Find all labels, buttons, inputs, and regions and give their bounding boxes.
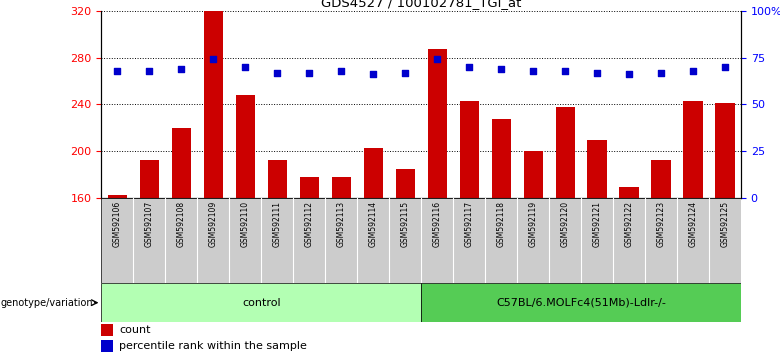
- Point: [144, 68, 156, 74]
- Bar: [421, 283, 741, 322]
- Text: genotype/variation: genotype/variation: [1, 298, 94, 308]
- Bar: [101, 283, 421, 322]
- Point: [591, 70, 604, 75]
- Point: [239, 64, 252, 70]
- Text: GSM592120: GSM592120: [561, 201, 569, 247]
- Text: GSM592113: GSM592113: [337, 201, 346, 247]
- Text: C57BL/6.MOLFc4(51Mb)-Ldlr-/-: C57BL/6.MOLFc4(51Mb)-Ldlr-/-: [496, 298, 666, 308]
- Bar: [236, 95, 255, 354]
- Bar: [683, 101, 703, 354]
- Point: [687, 68, 700, 74]
- Text: GSM592110: GSM592110: [241, 201, 250, 247]
- Point: [431, 57, 444, 62]
- Text: GSM592106: GSM592106: [113, 201, 122, 247]
- Text: GSM592122: GSM592122: [625, 201, 633, 247]
- Text: GSM592107: GSM592107: [145, 201, 154, 247]
- Bar: [140, 160, 159, 354]
- Point: [527, 68, 540, 74]
- Bar: [619, 187, 639, 354]
- Bar: [459, 101, 479, 354]
- Bar: [300, 177, 319, 354]
- Text: GSM592119: GSM592119: [529, 201, 537, 247]
- Point: [558, 68, 571, 74]
- Bar: [715, 103, 735, 354]
- Bar: [108, 195, 127, 354]
- Bar: [332, 177, 351, 354]
- Point: [271, 70, 284, 75]
- Text: GSM592116: GSM592116: [433, 201, 441, 247]
- Point: [207, 57, 220, 62]
- Bar: [555, 107, 575, 354]
- Bar: [268, 160, 287, 354]
- Text: GSM592109: GSM592109: [209, 201, 218, 247]
- Bar: [363, 148, 383, 354]
- Text: GSM592125: GSM592125: [721, 201, 729, 247]
- Point: [303, 70, 316, 75]
- Text: GSM592108: GSM592108: [177, 201, 186, 247]
- Text: control: control: [242, 298, 281, 308]
- Text: GSM592114: GSM592114: [369, 201, 378, 247]
- Point: [495, 66, 508, 72]
- Point: [623, 72, 636, 77]
- Point: [112, 68, 124, 74]
- Text: GSM592118: GSM592118: [497, 201, 505, 247]
- Bar: [204, 11, 223, 354]
- Bar: [491, 119, 511, 354]
- Text: GSM592124: GSM592124: [689, 201, 697, 247]
- Point: [176, 66, 188, 72]
- Point: [335, 68, 348, 74]
- Text: GSM592123: GSM592123: [657, 201, 665, 247]
- Point: [463, 64, 476, 70]
- Bar: [101, 324, 113, 336]
- Bar: [172, 128, 191, 354]
- Point: [399, 70, 412, 75]
- Text: GSM592121: GSM592121: [593, 201, 601, 247]
- Point: [655, 70, 668, 75]
- Bar: [101, 340, 113, 353]
- Title: GDS4527 / 100102781_TGI_at: GDS4527 / 100102781_TGI_at: [321, 0, 521, 10]
- Text: GSM592115: GSM592115: [401, 201, 410, 247]
- Text: GSM592111: GSM592111: [273, 201, 282, 247]
- Text: GSM592117: GSM592117: [465, 201, 473, 247]
- Text: percentile rank within the sample: percentile rank within the sample: [119, 341, 307, 352]
- Bar: [587, 139, 607, 354]
- Bar: [523, 152, 543, 354]
- Bar: [427, 49, 447, 354]
- Point: [367, 72, 380, 77]
- Bar: [395, 169, 415, 354]
- Text: GSM592112: GSM592112: [305, 201, 314, 247]
- Bar: [651, 160, 671, 354]
- Point: [719, 64, 732, 70]
- Text: count: count: [119, 325, 151, 336]
